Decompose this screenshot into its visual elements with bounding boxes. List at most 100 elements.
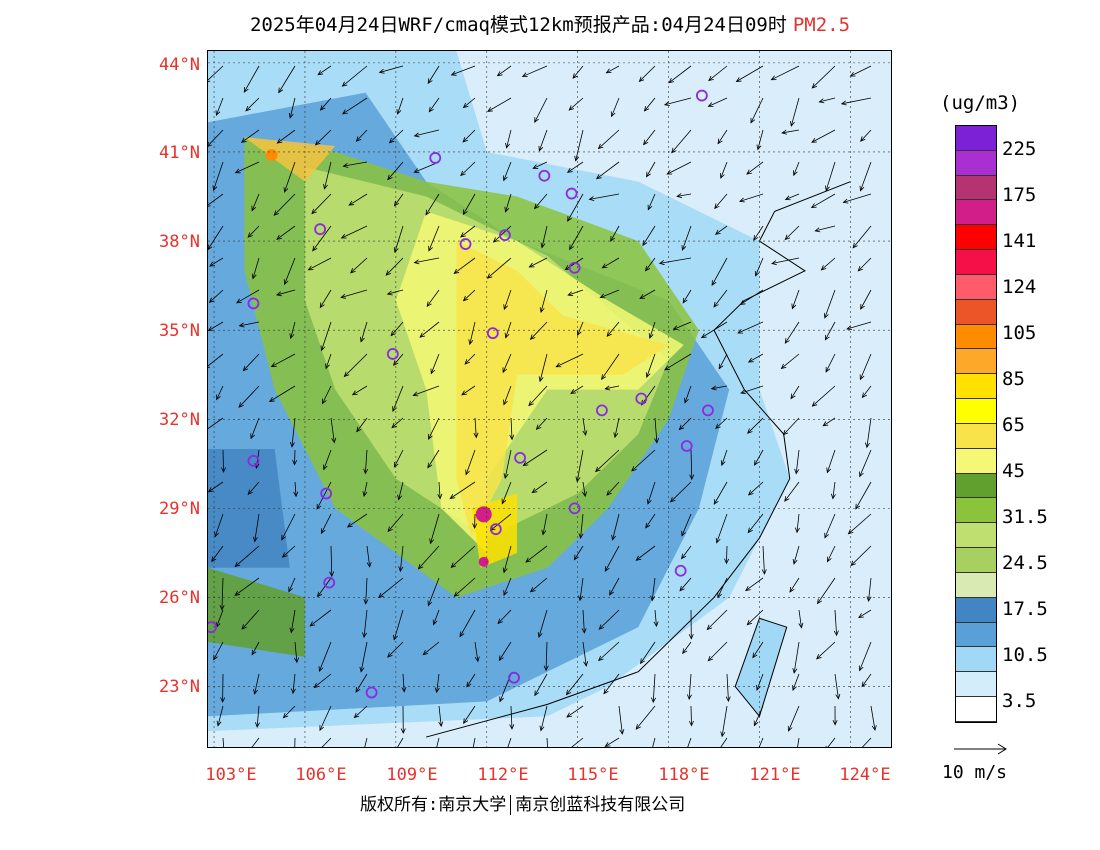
- wind-vector: [598, 129, 620, 149]
- wind-vector: [317, 65, 332, 76]
- wind-vector-head: [648, 333, 654, 339]
- wind-vector-head: [214, 531, 219, 538]
- wind-vector-head: [319, 105, 326, 111]
- wind-vector-head: [289, 441, 295, 448]
- color-bar-segment: [956, 324, 996, 350]
- wind-vector-head: [234, 561, 241, 568]
- wind-vector-head: [427, 78, 433, 85]
- wind-vector-head: [531, 488, 538, 494]
- wind-vector-head: [781, 129, 787, 135]
- wind-vector-head: [208, 141, 212, 147]
- wind-vector: [282, 545, 296, 558]
- wind-vector-head: [413, 259, 420, 265]
- wind-vector: [708, 97, 728, 107]
- wind-vector: [236, 289, 260, 304]
- wind-vector-head: [363, 599, 369, 605]
- wind-vector-head: [792, 558, 798, 565]
- wind-vector-head: [534, 690, 540, 697]
- wind-vector-head: [643, 139, 649, 146]
- wind-vector-head: [252, 536, 258, 543]
- color-bar-label: 3.5: [1002, 690, 1037, 712]
- wind-vector-head: [503, 590, 508, 597]
- wind-vector-head: [666, 169, 673, 175]
- wind-vector: [798, 609, 802, 628]
- wind-vector-head: [816, 598, 823, 605]
- wind-vector-head: [393, 461, 399, 468]
- wind-vector-head: [566, 712, 572, 718]
- wind-vector: [861, 673, 872, 687]
- wind-vector-head: [643, 105, 650, 112]
- wind-vector-head: [412, 391, 419, 397]
- wind-vector-head: [528, 262, 535, 268]
- color-bar-segment: [956, 672, 996, 698]
- wind-vector-head: [320, 528, 326, 535]
- wind-vector: [859, 353, 872, 380]
- wind-vector-head: [340, 233, 347, 239]
- wind-vector-head: [689, 474, 695, 481]
- wind-vector-head: [464, 359, 470, 365]
- wind-vector-head: [355, 687, 361, 693]
- wind-vector-head: [273, 210, 280, 216]
- wind-vector-head: [720, 460, 726, 467]
- wind-vector: [824, 513, 836, 538]
- wind-vector-head: [681, 244, 687, 251]
- wind-vector: [214, 513, 224, 537]
- wind-vector-head: [502, 367, 508, 374]
- wind-vector-head: [855, 503, 861, 510]
- wind-vector: [503, 289, 512, 310]
- wind-vector-head: [216, 394, 221, 401]
- wind-vector-head: [487, 107, 493, 112]
- wind-vector-head: [492, 237, 499, 243]
- wind-vector-head: [635, 555, 642, 561]
- wind-vector: [721, 449, 728, 466]
- wind-vector-head: [322, 398, 327, 405]
- wind-vector: [387, 161, 404, 180]
- wind-vector: [540, 705, 548, 731]
- wind-vector: [825, 161, 836, 191]
- wind-vector: [825, 353, 836, 373]
- city-station-marker: [695, 89, 708, 102]
- wind-vector-head: [642, 240, 648, 247]
- wind-vector-head: [852, 242, 858, 249]
- wind-vector-head: [388, 137, 395, 144]
- wind-vector: [717, 129, 728, 144]
- wind-vector: [460, 161, 476, 176]
- wind-vector: [815, 225, 836, 232]
- wind-vector-head: [645, 372, 651, 379]
- wind-vector-head: [533, 203, 540, 210]
- wind-vector: [788, 705, 800, 732]
- wind-vector-head: [323, 183, 328, 190]
- wind-vector: [213, 161, 224, 191]
- wind-vector: [428, 417, 440, 440]
- wind-vector: [209, 289, 224, 303]
- wind-vector: [534, 193, 548, 209]
- wind-vector-head: [714, 229, 721, 235]
- wind-vector: [595, 449, 620, 472]
- wind-vector: [422, 641, 440, 655]
- wind-vector-head: [846, 325, 853, 331]
- wind-vector: [649, 321, 656, 339]
- wind-vector-head: [686, 694, 692, 701]
- wind-vector-head: [386, 290, 393, 296]
- wind-vector: [399, 545, 404, 572]
- wind-vector-head: [814, 227, 821, 233]
- wind-vector-head: [317, 591, 323, 598]
- wind-vector-head: [746, 619, 753, 626]
- wind-vector-head: [292, 459, 298, 466]
- wind-vector: [567, 161, 584, 173]
- wind-vector: [493, 225, 512, 243]
- wind-vector: [428, 225, 440, 251]
- wind-vector-head: [825, 185, 830, 192]
- wind-vector-head: [682, 648, 688, 655]
- wind-vector: [566, 705, 584, 718]
- wind-vector: [736, 65, 764, 82]
- wind-vector: [387, 641, 404, 658]
- wind-vector-head: [790, 120, 795, 127]
- wind-vector: [834, 609, 838, 636]
- wind-vector: [505, 321, 512, 338]
- wind-vector-head: [678, 424, 685, 431]
- wind-vector-head: [668, 78, 675, 84]
- wind-vector-head: [681, 553, 687, 560]
- wind-vector: [414, 257, 440, 264]
- wind-vector: [497, 609, 512, 624]
